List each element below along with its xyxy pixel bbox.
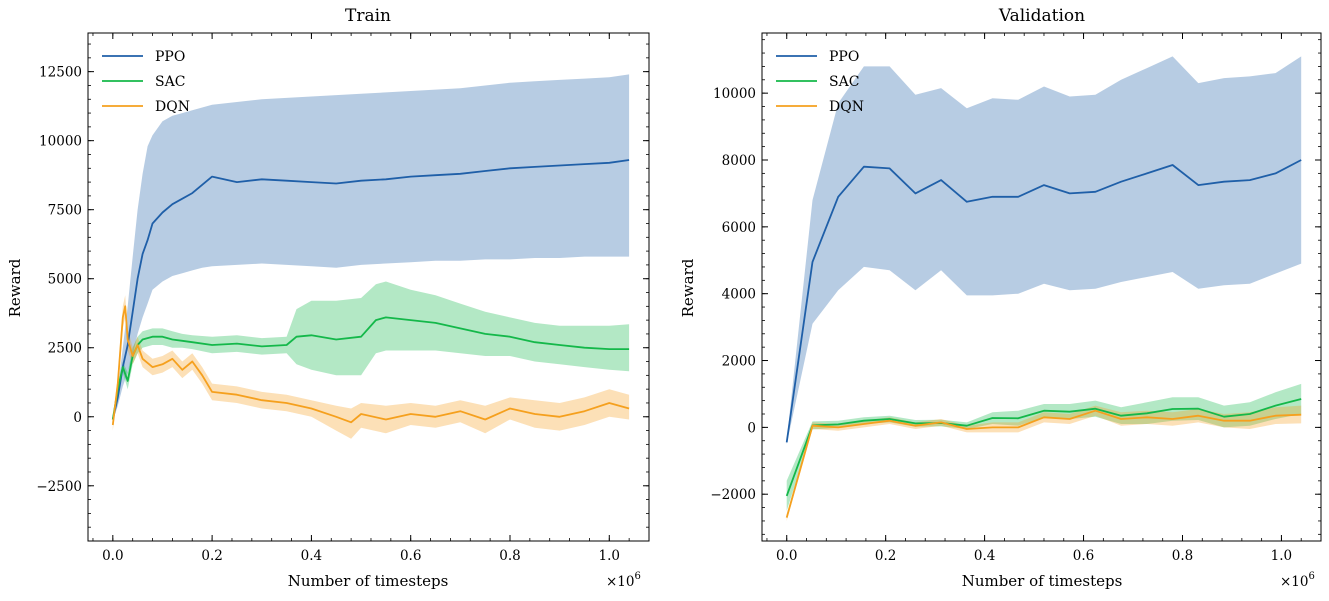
train-y-tick-label: 12500 <box>39 65 82 81</box>
train-x-multiplier: ×106 <box>606 571 641 590</box>
train-y-tick-label: 0 <box>73 410 82 426</box>
validation-legend-label-ppo: PPO <box>829 49 859 65</box>
validation-y-tick-label: 0 <box>747 420 756 436</box>
train-x-tick-label: 0.8 <box>499 548 520 564</box>
train-title: Train <box>345 6 391 26</box>
train-line-sac <box>111 316 630 420</box>
train-axes-frame <box>87 32 650 542</box>
train-y-axis-label: Reward <box>6 258 24 317</box>
validation-x-multiplier: ×106 <box>1280 571 1315 590</box>
train-y-tick-label: 5000 <box>48 272 82 288</box>
train-y-tick-label: 2500 <box>48 341 82 357</box>
train-band-sac <box>112 281 630 421</box>
validation-y-tick-label: 4000 <box>722 287 756 303</box>
validation-line-sac <box>785 398 1302 497</box>
train-x-axis-label: Number of timesteps <box>288 572 449 590</box>
validation-y-tick-label: −2000 <box>710 487 756 503</box>
train-line-ppo <box>111 159 630 420</box>
train-x-tick-label: 0.0 <box>102 548 123 564</box>
validation-title: Validation <box>998 6 1085 26</box>
train-band-ppo <box>112 74 630 421</box>
train-legend-label-dqn: DQN <box>155 99 190 115</box>
validation-band-dqn <box>786 405 1302 521</box>
train-x-multiplier-exponent: 6 <box>635 571 641 582</box>
train-x-multiplier-base: ×10 <box>606 574 635 590</box>
validation-legend-label-dqn: DQN <box>829 99 864 115</box>
train-band-dqn <box>112 295 630 439</box>
validation-line-dqn <box>785 409 1302 518</box>
train-legend-label-ppo: PPO <box>155 49 185 65</box>
validation-y-tick-label: 10000 <box>713 86 756 102</box>
train-line-dqn <box>111 305 630 426</box>
train-panel: Train 0.0 0.2 0.4 0.6 0.8 1.0 −2500 0 2500 5000 75… <box>6 6 650 590</box>
validation-x-tick-label: 1.0 <box>1271 548 1292 564</box>
validation-x-tick-label: 0.4 <box>974 548 995 564</box>
train-legend: PPO SAC DQN <box>102 49 190 115</box>
validation-x-tick-label: 0.6 <box>1073 548 1094 564</box>
validation-y-axis-label: Reward <box>679 258 697 317</box>
validation-plot-area: 0.0 0.2 0.4 0.6 0.8 1.0 −2000 0 2000 4000 6000 8000… <box>710 32 1322 564</box>
validation-y-tick-label: 6000 <box>722 220 756 236</box>
validation-panel: Validation 0.0 0.2 0.4 0.6 0.8 1.0 −2000 0 2000 4… <box>679 6 1322 590</box>
train-y-tick-label: 10000 <box>39 134 82 150</box>
validation-legend: PPO SAC DQN <box>776 49 864 115</box>
train-x-tick-label: 1.0 <box>599 548 620 564</box>
validation-x-tick-label: 0.2 <box>875 548 896 564</box>
train-y-tick-label: −2500 <box>36 479 82 495</box>
validation-band-sac <box>786 383 1302 511</box>
validation-legend-label-sac: SAC <box>829 74 859 90</box>
validation-band-ppo <box>786 56 1302 445</box>
train-x-tick-label: 0.6 <box>400 548 421 564</box>
validation-x-tick-label: 0.8 <box>1172 548 1193 564</box>
train-y-tick-label: 7500 <box>48 203 82 219</box>
validation-x-axis-label: Number of timesteps <box>962 572 1123 590</box>
validation-y-tick-label: 8000 <box>722 153 756 169</box>
validation-line-ppo <box>785 159 1302 443</box>
train-x-tick-label: 0.4 <box>301 548 322 564</box>
validation-axes-frame <box>761 32 1322 542</box>
validation-x-tick-label: 0.0 <box>776 548 797 564</box>
validation-x-multiplier-exponent: 6 <box>1309 571 1315 582</box>
validation-y-tick-label: 2000 <box>722 354 756 370</box>
train-x-tick-label: 0.2 <box>201 548 222 564</box>
validation-x-multiplier-base: ×10 <box>1280 574 1309 590</box>
train-plot-area: 0.0 0.2 0.4 0.6 0.8 1.0 −2500 0 2500 5000 7500 1000… <box>36 32 650 564</box>
train-legend-label-sac: SAC <box>155 74 185 90</box>
